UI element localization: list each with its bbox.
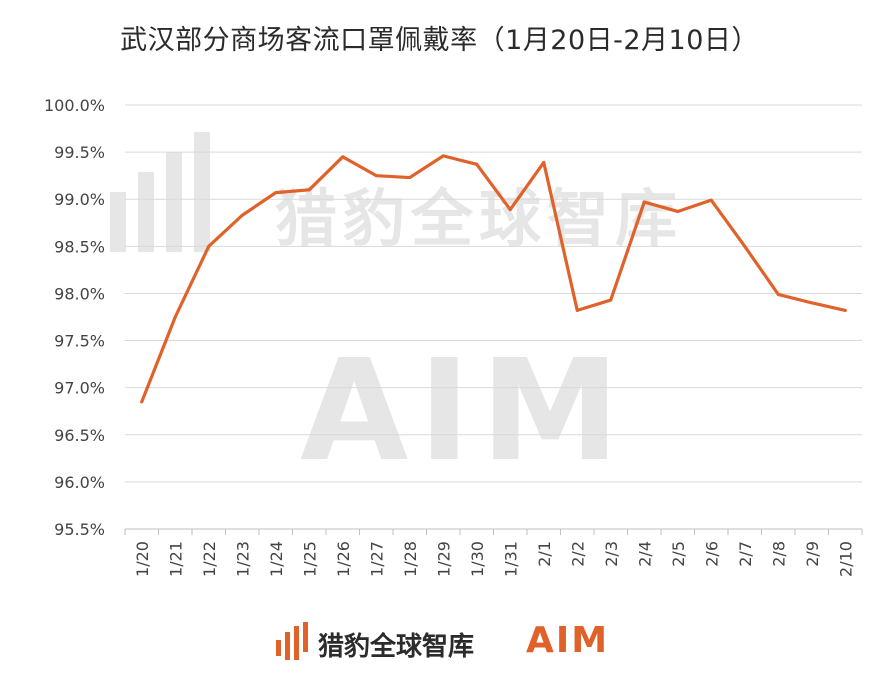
y-tick-label: 99.5%	[54, 143, 105, 162]
chart-title: 武汉部分商场客流口罩佩戴率（1月20日-2月10日）	[120, 25, 759, 56]
data-point	[274, 191, 278, 195]
x-tick-label: 2/8	[769, 541, 788, 567]
x-tick-label: 2/6	[702, 541, 721, 567]
brand-bars-icon	[276, 622, 308, 660]
x-axis	[124, 529, 863, 535]
data-point	[776, 292, 780, 296]
data-point	[508, 208, 512, 212]
y-tick-label: 97.0%	[54, 379, 105, 398]
data-point	[609, 298, 613, 302]
x-tick-label: 1/21	[166, 541, 185, 577]
x-tick-label: 1/22	[200, 541, 219, 577]
y-axis-labels: 95.5% 96.0% 96.5% 97.0% 97.5% 98.0% 98.5% 99.0%…	[44, 96, 105, 539]
series-layer	[140, 154, 847, 404]
data-point	[240, 213, 244, 217]
x-tick-label: 1/25	[300, 541, 319, 577]
data-point	[709, 198, 713, 202]
data-point	[140, 400, 144, 404]
data-point	[341, 155, 345, 159]
x-tick-label: 2/10	[836, 541, 855, 577]
x-tick-label: 2/9	[803, 541, 822, 567]
y-tick-label: 99.0%	[54, 190, 105, 209]
x-tick-label: 1/29	[434, 541, 453, 577]
x-tick-label: 1/31	[501, 541, 520, 577]
x-tick-label: 2/4	[635, 541, 654, 567]
x-tick-label: 1/20	[133, 541, 152, 577]
data-point	[374, 174, 378, 178]
grid-lines	[125, 104, 862, 530]
footer: 猎豹全球智库 AIM	[0, 612, 879, 672]
data-point	[408, 176, 412, 180]
data-point	[743, 244, 747, 248]
x-tick-label: 2/5	[669, 541, 688, 567]
x-tick-label: 1/23	[233, 541, 252, 577]
x-tick-label: 2/7	[736, 541, 755, 567]
y-tick-label: 96.5%	[54, 426, 105, 445]
x-axis-labels: 1/20 1/21 1/22 1/23 1/24 1/25 1/26 1/27 1/28 1/29…	[133, 541, 856, 577]
y-tick-label: 98.0%	[54, 284, 105, 303]
series-line	[140, 154, 847, 404]
y-tick-label: 100.0%	[44, 96, 105, 115]
x-tick-label: 1/24	[267, 541, 286, 577]
y-tick-label: 97.5%	[54, 332, 105, 351]
y-tick-label: 96.0%	[54, 473, 105, 492]
x-tick-label: 2/3	[602, 541, 621, 567]
data-point	[441, 154, 445, 158]
y-tick-label: 98.5%	[54, 237, 105, 256]
aim-logo: AIM	[526, 620, 610, 661]
data-point	[542, 160, 546, 164]
data-point	[475, 162, 479, 166]
x-tick-label: 1/26	[334, 541, 353, 577]
data-point	[676, 209, 680, 213]
x-tick-label: 1/28	[401, 541, 420, 577]
y-tick-label: 95.5%	[54, 520, 105, 539]
line-chart: 95.5% 96.0% 96.5% 97.0% 97.5% 98.0% 98.5% 99.0%…	[44, 96, 863, 577]
x-tick-label: 2/2	[568, 541, 587, 567]
data-point	[207, 244, 211, 248]
data-point	[642, 200, 646, 204]
x-tick-label: 1/27	[367, 541, 386, 577]
data-point	[173, 315, 177, 319]
brand-name: 猎豹全球智库	[318, 632, 475, 662]
data-point	[575, 308, 579, 312]
data-point	[843, 308, 847, 312]
x-tick-label: 1/30	[468, 541, 487, 577]
x-tick-label: 2/1	[535, 541, 554, 567]
data-point	[307, 188, 311, 192]
data-point	[810, 301, 814, 305]
